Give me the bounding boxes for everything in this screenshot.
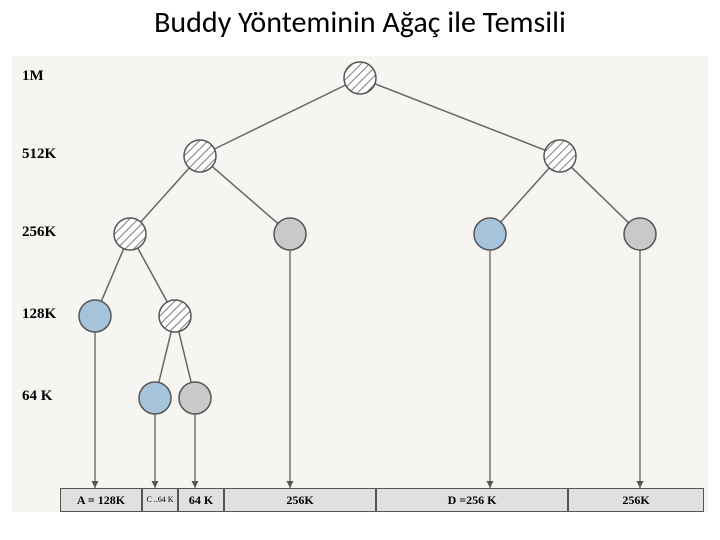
tree-node-LLRR <box>179 382 211 414</box>
tree-node-LLL <box>79 300 111 332</box>
memory-block: D =256 K <box>376 488 568 512</box>
tree-edge <box>571 167 628 223</box>
tree-edge <box>138 248 168 302</box>
level-label: 1M <box>22 68 44 85</box>
tree-svg <box>0 0 720 540</box>
level-label: 512K <box>22 146 56 163</box>
memory-block: 64 K <box>178 488 224 512</box>
tree-node-LL <box>114 218 146 250</box>
tree-node-LLR <box>159 300 191 332</box>
memory-block: 256K <box>568 488 704 512</box>
tree-node-L <box>184 140 216 172</box>
tree-edge <box>501 168 550 222</box>
tree-edge <box>212 166 278 223</box>
tree-node-LR <box>274 218 306 250</box>
tree-node-R <box>544 140 576 172</box>
tree-edge <box>375 84 545 150</box>
tree-node-RR <box>624 218 656 250</box>
tree-edge <box>179 332 191 383</box>
level-label: 256K <box>22 224 56 241</box>
tree-edge <box>159 332 171 383</box>
tree-edge <box>101 249 123 302</box>
tree-node-LLRL <box>139 382 171 414</box>
level-label: 128K <box>22 306 56 323</box>
tree-edge <box>214 85 345 149</box>
tree-node-RL <box>474 218 506 250</box>
memory-block: C ..64 K <box>142 488 178 512</box>
tree-edge <box>141 168 190 222</box>
level-label: 64 K <box>22 388 52 405</box>
memory-block: A = 128K <box>60 488 142 512</box>
memory-block: 256K <box>224 488 376 512</box>
tree-node-root <box>344 62 376 94</box>
